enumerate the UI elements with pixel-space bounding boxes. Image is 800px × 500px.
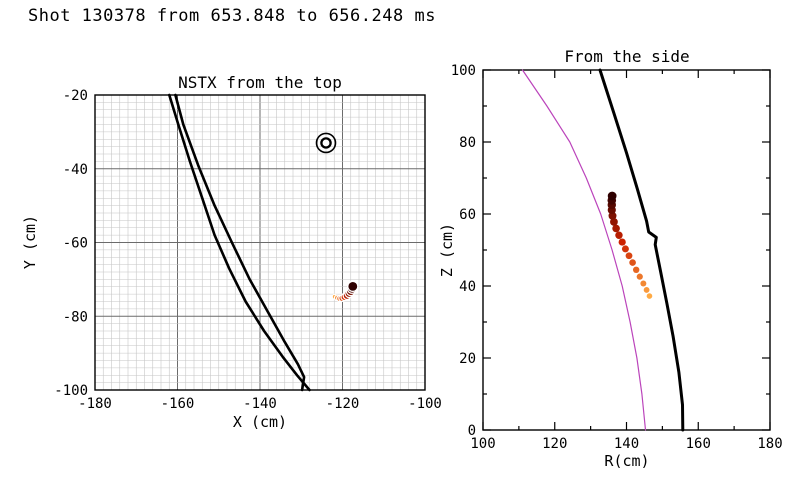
trajectory-dot <box>607 191 617 201</box>
x-tick-label: -160 <box>161 396 195 412</box>
y-tick-label: 40 <box>459 279 476 295</box>
top-view-ylabel: Y (cm) <box>21 214 39 270</box>
y-tick-label: -100 <box>54 383 88 399</box>
y-tick-label: 100 <box>451 63 476 79</box>
trajectory-dot <box>646 293 653 299</box>
plasma-boundary-curve <box>521 69 647 431</box>
y-tick-label: -40 <box>63 162 88 178</box>
vessel-wall-curve <box>168 93 311 392</box>
y-tick-label: -60 <box>63 236 88 252</box>
x-tick-label: -100 <box>408 396 442 412</box>
shot-title: Shot 130378 from 653.848 to 656.248 ms <box>28 6 436 26</box>
side-view-xlabel: R(cm) <box>604 452 650 470</box>
target-marker-inner-circle-icon <box>320 137 332 149</box>
trajectory-dot <box>640 280 647 287</box>
trajectory-dot <box>636 273 643 280</box>
trajectory-dot <box>621 245 629 253</box>
y-tick-label: 60 <box>459 207 476 223</box>
trajectory-dot <box>629 259 636 266</box>
trajectory-dot <box>632 266 640 273</box>
y-tick-label: -80 <box>63 309 88 325</box>
y-tick-label: -20 <box>63 88 88 104</box>
x-tick-label: 180 <box>757 436 782 452</box>
trajectory-dot <box>615 231 623 239</box>
trajectory-dot <box>625 252 633 260</box>
x-tick-label: 160 <box>686 436 711 452</box>
x-tick-label: 140 <box>614 436 639 452</box>
side-view-ylabel: Z (cm) <box>438 222 456 278</box>
trajectory-dot <box>612 224 620 233</box>
y-tick-label: 0 <box>468 423 476 439</box>
trajectory-dot <box>618 238 626 246</box>
side-view-title: From the side <box>564 47 690 66</box>
x-tick-label: -120 <box>326 396 360 412</box>
vessel-wall-curve <box>598 68 685 432</box>
y-tick-label: 20 <box>459 351 476 367</box>
top-view-title: NSTX from the top <box>178 73 342 92</box>
trajectory-dot <box>643 287 650 293</box>
y-tick-label: 80 <box>459 135 476 151</box>
top-view-xlabel: X (cm) <box>232 413 288 431</box>
vessel-wall-curve <box>174 93 306 392</box>
x-tick-label: -180 <box>78 396 112 412</box>
plot-box <box>94 94 426 391</box>
x-tick-label: 120 <box>542 436 567 452</box>
trajectory-dot <box>610 218 618 226</box>
x-tick-label: 100 <box>470 436 495 452</box>
x-tick-label: -140 <box>243 396 277 412</box>
trajectory-dot <box>347 280 359 292</box>
target-marker-outer-circle-icon <box>315 132 337 154</box>
